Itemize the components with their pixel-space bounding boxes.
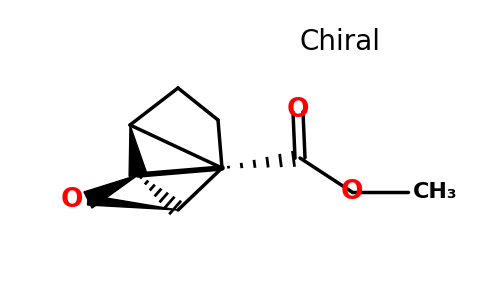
Text: O: O	[61, 187, 83, 213]
Text: O: O	[287, 97, 309, 123]
Polygon shape	[84, 175, 138, 208]
Text: O: O	[341, 179, 363, 205]
Text: Chiral: Chiral	[300, 28, 380, 56]
Polygon shape	[88, 195, 178, 210]
Text: CH₃: CH₃	[413, 182, 458, 202]
Polygon shape	[129, 125, 147, 176]
